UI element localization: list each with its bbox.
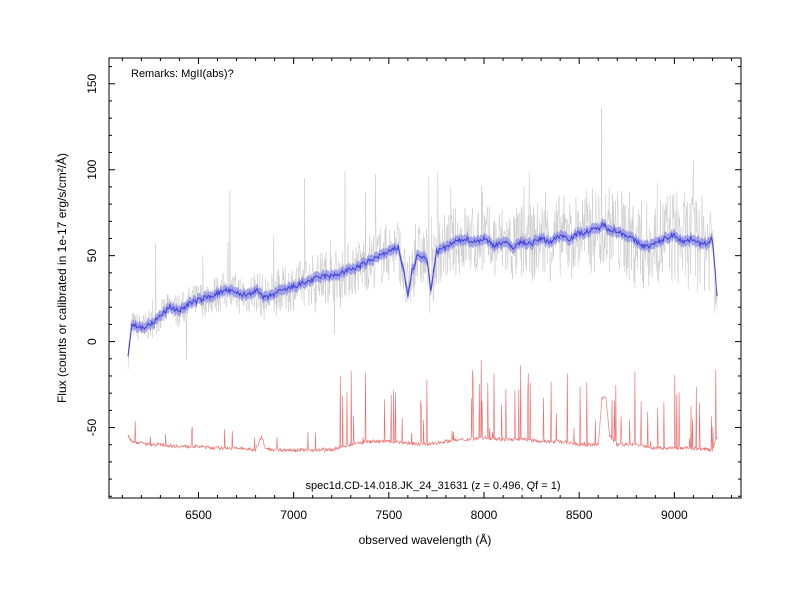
x-tick-label: 6500	[185, 508, 212, 522]
y-tick-label: 0	[85, 338, 99, 345]
raw-spectrum-series	[127, 107, 718, 370]
y-axis: -50 0 50 100 150	[85, 66, 741, 497]
x-tick-label: 8000	[471, 508, 498, 522]
sky-spectrum-series	[127, 360, 718, 453]
smoothed-band-area	[128, 218, 718, 362]
smoothed-spectrum-line	[127, 222, 718, 357]
x-tick-label: 7500	[375, 508, 402, 522]
x-axis: 6500 7000 7500 8000 8500 9000	[121, 58, 732, 522]
x-tick-label: 9000	[661, 508, 688, 522]
y-tick-label: 150	[85, 73, 99, 93]
plot-frame	[108, 57, 742, 499]
remarks-annotation: Remarks: MgII(abs)?	[131, 68, 234, 80]
y-tick-label: 100	[85, 159, 99, 179]
y-tick-label: -50	[85, 419, 99, 437]
smoothed-spectrum-series	[127, 222, 718, 357]
spectrum-id-annotation: spec1d.CD-14.018.JK_24_31631 (z = 0.496,…	[306, 480, 561, 492]
y-axis-label: Flux (counts or calibrated in 1e-17 erg/…	[54, 153, 69, 403]
raw-spectrum-line	[127, 107, 718, 370]
x-tick-label: 8500	[566, 508, 593, 522]
x-axis-label: observed wavelength (Å)	[359, 532, 492, 547]
sky-spectrum-line	[127, 360, 718, 453]
smoothed-error-band	[128, 218, 718, 362]
x-tick-label: 7000	[280, 508, 307, 522]
y-tick-label: 50	[85, 249, 99, 263]
